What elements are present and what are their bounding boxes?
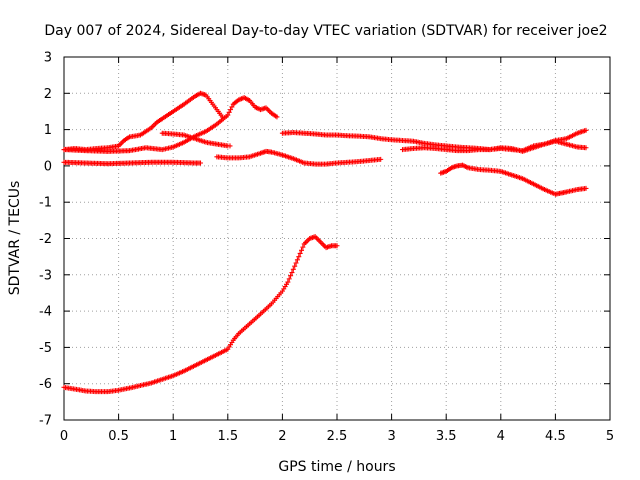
y-tick-label: 0 — [44, 159, 52, 174]
series-arc-hump — [61, 90, 225, 153]
data-point — [229, 104, 235, 110]
data-point — [297, 250, 303, 256]
data-point — [300, 244, 306, 250]
y-tick-label: -6 — [39, 377, 52, 392]
y-tick-labels: -7 -6 -5 -4 -3 -2 -1 0 1 2 3 — [39, 51, 52, 429]
series-arc-low — [61, 234, 340, 395]
data-point — [226, 109, 232, 115]
chart-title: Day 007 of 2024, Sidereal Day-to-day VTE… — [44, 23, 607, 39]
x-tick-label: 2 — [278, 429, 286, 444]
y-tick-label: 1 — [44, 123, 52, 138]
x-tick-label: 2.5 — [327, 429, 348, 444]
x-tick-label: 3.5 — [436, 429, 457, 444]
y-tick-label: -2 — [39, 232, 52, 247]
data-point — [292, 263, 298, 269]
data-point — [294, 257, 300, 263]
x-tick-label: 0.5 — [108, 429, 129, 444]
x-tick-label: 1 — [169, 429, 177, 444]
x-tick-label: 4.5 — [545, 429, 566, 444]
y-tick-label: -1 — [39, 196, 52, 211]
x-axis-label: GPS time / hours — [278, 459, 395, 475]
data-point — [334, 243, 340, 249]
y-tick-label: -5 — [39, 341, 52, 356]
data-point — [274, 114, 280, 120]
data-point — [583, 145, 589, 151]
data-point — [227, 143, 233, 149]
series-arc-short — [159, 130, 233, 149]
x-tick-label: 1.5 — [217, 429, 238, 444]
x-tick-label: 0 — [60, 429, 68, 444]
series-arc-mid — [61, 95, 280, 154]
data-point — [378, 156, 384, 162]
x-tick-labels: 0 0.5 1 1.5 2 2.5 3 3.5 4 4.5 5 — [60, 429, 614, 444]
data-point — [299, 247, 305, 253]
y-axis-label: SDTVAR / TECUs — [7, 181, 23, 296]
y-tick-label: -4 — [39, 305, 52, 320]
data-point — [583, 127, 589, 133]
data-point — [228, 107, 234, 113]
data-point — [296, 254, 302, 260]
data-point — [583, 185, 589, 191]
series-arc-right-low — [438, 162, 589, 197]
x-tick-label: 5 — [606, 429, 614, 444]
y-tick-label: -7 — [39, 414, 52, 429]
data-point — [225, 112, 231, 118]
series-arc-flat — [61, 159, 203, 167]
y-tick-label: 3 — [44, 51, 52, 66]
grid — [64, 57, 610, 420]
x-tick-label: 4 — [497, 429, 505, 444]
data-point — [198, 160, 203, 166]
data-point — [286, 276, 292, 282]
y-tick-label: -3 — [39, 268, 52, 283]
data-point — [285, 279, 291, 285]
y-tick-label: 2 — [44, 87, 52, 102]
data-point — [290, 266, 296, 272]
data-markers — [61, 90, 589, 395]
axis-ticks — [63, 56, 611, 421]
x-tick-label: 3 — [387, 429, 395, 444]
series-arc-middle-low — [214, 148, 384, 167]
data-point — [289, 270, 295, 276]
data-point — [293, 260, 299, 266]
series-arc-right-mid — [400, 138, 589, 154]
data-point — [288, 273, 294, 279]
